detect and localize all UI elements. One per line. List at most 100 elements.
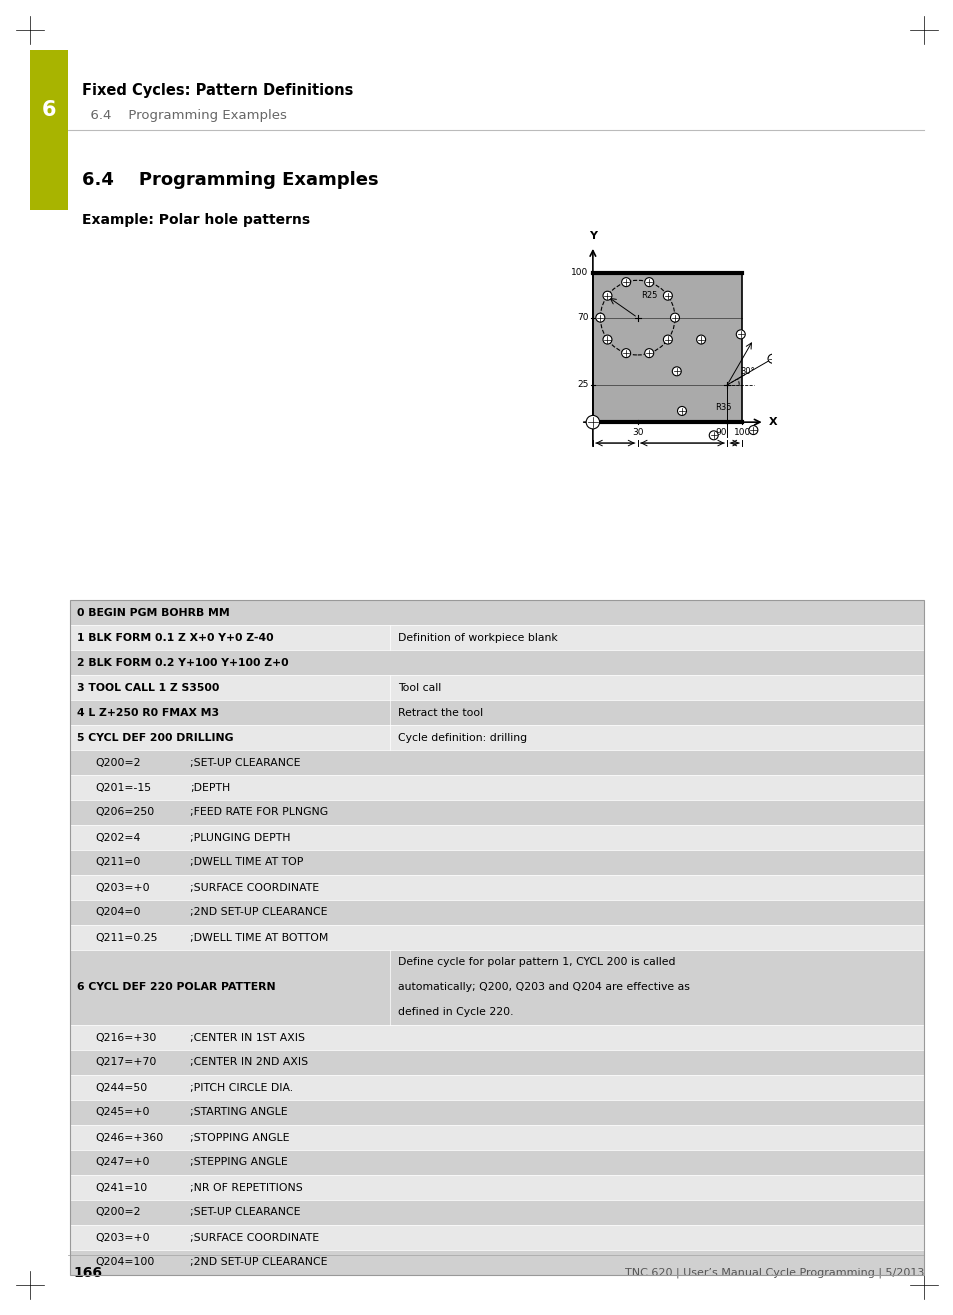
Circle shape: [677, 406, 686, 416]
Bar: [70, 899, 923, 924]
Text: Example: Polar hole patterns: Example: Polar hole patterns: [82, 213, 310, 227]
Text: Q202=4: Q202=4: [95, 832, 140, 843]
Text: ;CENTER IN 2ND AXIS: ;CENTER IN 2ND AXIS: [190, 1057, 308, 1068]
Bar: [30, 50, 68, 210]
Text: Q244=50: Q244=50: [95, 1082, 147, 1093]
Circle shape: [670, 313, 679, 322]
Text: R35: R35: [715, 402, 731, 412]
Text: ;DWELL TIME AT BOTTOM: ;DWELL TIME AT BOTTOM: [190, 932, 328, 943]
Bar: [70, 1074, 923, 1101]
Bar: [70, 1251, 923, 1276]
Circle shape: [621, 348, 630, 358]
Text: Q247=+0: Q247=+0: [95, 1157, 150, 1168]
Circle shape: [621, 277, 630, 287]
Circle shape: [602, 335, 611, 345]
Text: 6: 6: [42, 100, 56, 120]
Circle shape: [696, 335, 705, 345]
Circle shape: [644, 348, 653, 358]
Circle shape: [602, 291, 611, 300]
Text: R25: R25: [640, 291, 657, 300]
Text: Q217=+70: Q217=+70: [95, 1057, 156, 1068]
Bar: [70, 1024, 923, 1049]
Text: ;SURFACE COORDINATE: ;SURFACE COORDINATE: [190, 882, 319, 893]
Text: 2 BLK FORM 0.2 Y+100 Y+100 Z+0: 2 BLK FORM 0.2 Y+100 Y+100 Z+0: [77, 658, 289, 668]
Bar: [70, 1226, 923, 1251]
Text: ;CENTER IN 1ST AXIS: ;CENTER IN 1ST AXIS: [190, 1032, 305, 1043]
Bar: [70, 1101, 923, 1126]
Bar: [70, 1201, 923, 1226]
Bar: [70, 650, 923, 675]
Circle shape: [596, 313, 604, 322]
Bar: [70, 725, 923, 750]
Text: ;DEPTH: ;DEPTH: [190, 782, 230, 793]
Text: X: X: [768, 417, 777, 427]
Circle shape: [708, 431, 718, 439]
Text: Q206=250: Q206=250: [95, 807, 154, 818]
Bar: [70, 874, 923, 899]
Bar: [70, 600, 923, 625]
Text: ;FEED RATE FOR PLNGNG: ;FEED RATE FOR PLNGNG: [190, 807, 328, 818]
Bar: [70, 924, 923, 949]
Text: Q200=2: Q200=2: [95, 1207, 140, 1218]
Text: ;STOPPING ANGLE: ;STOPPING ANGLE: [190, 1132, 289, 1143]
Circle shape: [748, 426, 757, 434]
Text: 6 CYCL DEF 220 POLAR PATTERN: 6 CYCL DEF 220 POLAR PATTERN: [77, 982, 275, 993]
Text: ;NR OF REPETITIONS: ;NR OF REPETITIONS: [190, 1182, 302, 1193]
Text: Y: Y: [588, 231, 597, 242]
Text: 6.4    Programming Examples: 6.4 Programming Examples: [82, 171, 378, 189]
Bar: [70, 825, 923, 849]
Text: 3 TOOL CALL 1 Z S3500: 3 TOOL CALL 1 Z S3500: [77, 682, 219, 693]
Text: 100: 100: [571, 268, 588, 277]
Circle shape: [736, 330, 744, 339]
Bar: [70, 849, 923, 874]
Bar: [592, 272, 741, 422]
Text: ;SURFACE COORDINATE: ;SURFACE COORDINATE: [190, 1232, 319, 1243]
Text: 100: 100: [733, 429, 750, 437]
Text: ;2ND SET-UP CLEARANCE: ;2ND SET-UP CLEARANCE: [190, 1257, 327, 1268]
Bar: [70, 625, 923, 650]
Text: Q216=+30: Q216=+30: [95, 1032, 156, 1043]
Text: defined in Cycle 220.: defined in Cycle 220.: [397, 1007, 513, 1016]
Circle shape: [672, 367, 680, 376]
Circle shape: [662, 335, 672, 345]
Text: Q211=0.25: Q211=0.25: [95, 932, 157, 943]
Text: 30°: 30°: [740, 367, 755, 376]
Text: Q203=+0: Q203=+0: [95, 1232, 150, 1243]
Bar: [70, 1151, 923, 1176]
Text: Q201=-15: Q201=-15: [95, 782, 151, 793]
Text: ;SET-UP CLEARANCE: ;SET-UP CLEARANCE: [190, 1207, 300, 1218]
Text: Q245=+0: Q245=+0: [95, 1107, 150, 1118]
Bar: [70, 949, 923, 1024]
Text: TNC 620 | User’s Manual Cycle Programming | 5/2013: TNC 620 | User’s Manual Cycle Programmin…: [624, 1268, 923, 1278]
Bar: [70, 800, 923, 825]
Text: 5 CYCL DEF 200 DRILLING: 5 CYCL DEF 200 DRILLING: [77, 732, 233, 743]
Bar: [70, 750, 923, 775]
Circle shape: [767, 354, 776, 363]
Bar: [70, 1049, 923, 1074]
Text: 166: 166: [73, 1266, 102, 1279]
Text: Fixed Cycles: Pattern Definitions: Fixed Cycles: Pattern Definitions: [82, 83, 353, 97]
Circle shape: [662, 291, 672, 300]
Text: 25: 25: [577, 380, 588, 389]
Text: Q241=10: Q241=10: [95, 1182, 147, 1193]
Text: Q211=0: Q211=0: [95, 857, 140, 868]
Text: 70: 70: [577, 313, 588, 322]
Text: ;2ND SET-UP CLEARANCE: ;2ND SET-UP CLEARANCE: [190, 907, 327, 918]
Text: ;DWELL TIME AT TOP: ;DWELL TIME AT TOP: [190, 857, 303, 868]
Text: Q204=100: Q204=100: [95, 1257, 154, 1268]
Text: Q200=2: Q200=2: [95, 757, 140, 768]
Text: ;STEPPING ANGLE: ;STEPPING ANGLE: [190, 1157, 288, 1168]
Text: Retract the tool: Retract the tool: [397, 707, 482, 718]
Bar: [70, 1176, 923, 1201]
Text: 6.4    Programming Examples: 6.4 Programming Examples: [82, 109, 287, 121]
Bar: [70, 675, 923, 700]
Text: Q204=0: Q204=0: [95, 907, 140, 918]
Bar: [70, 700, 923, 725]
Text: Definition of workpiece blank: Definition of workpiece blank: [397, 633, 558, 643]
Text: 0 BEGIN PGM BOHRB MM: 0 BEGIN PGM BOHRB MM: [77, 608, 230, 618]
Circle shape: [585, 416, 599, 429]
Text: Cycle definition: drilling: Cycle definition: drilling: [397, 732, 527, 743]
Text: ;PITCH CIRCLE DIA.: ;PITCH CIRCLE DIA.: [190, 1082, 293, 1093]
Text: ;STARTING ANGLE: ;STARTING ANGLE: [190, 1107, 287, 1118]
Bar: [70, 600, 923, 1276]
